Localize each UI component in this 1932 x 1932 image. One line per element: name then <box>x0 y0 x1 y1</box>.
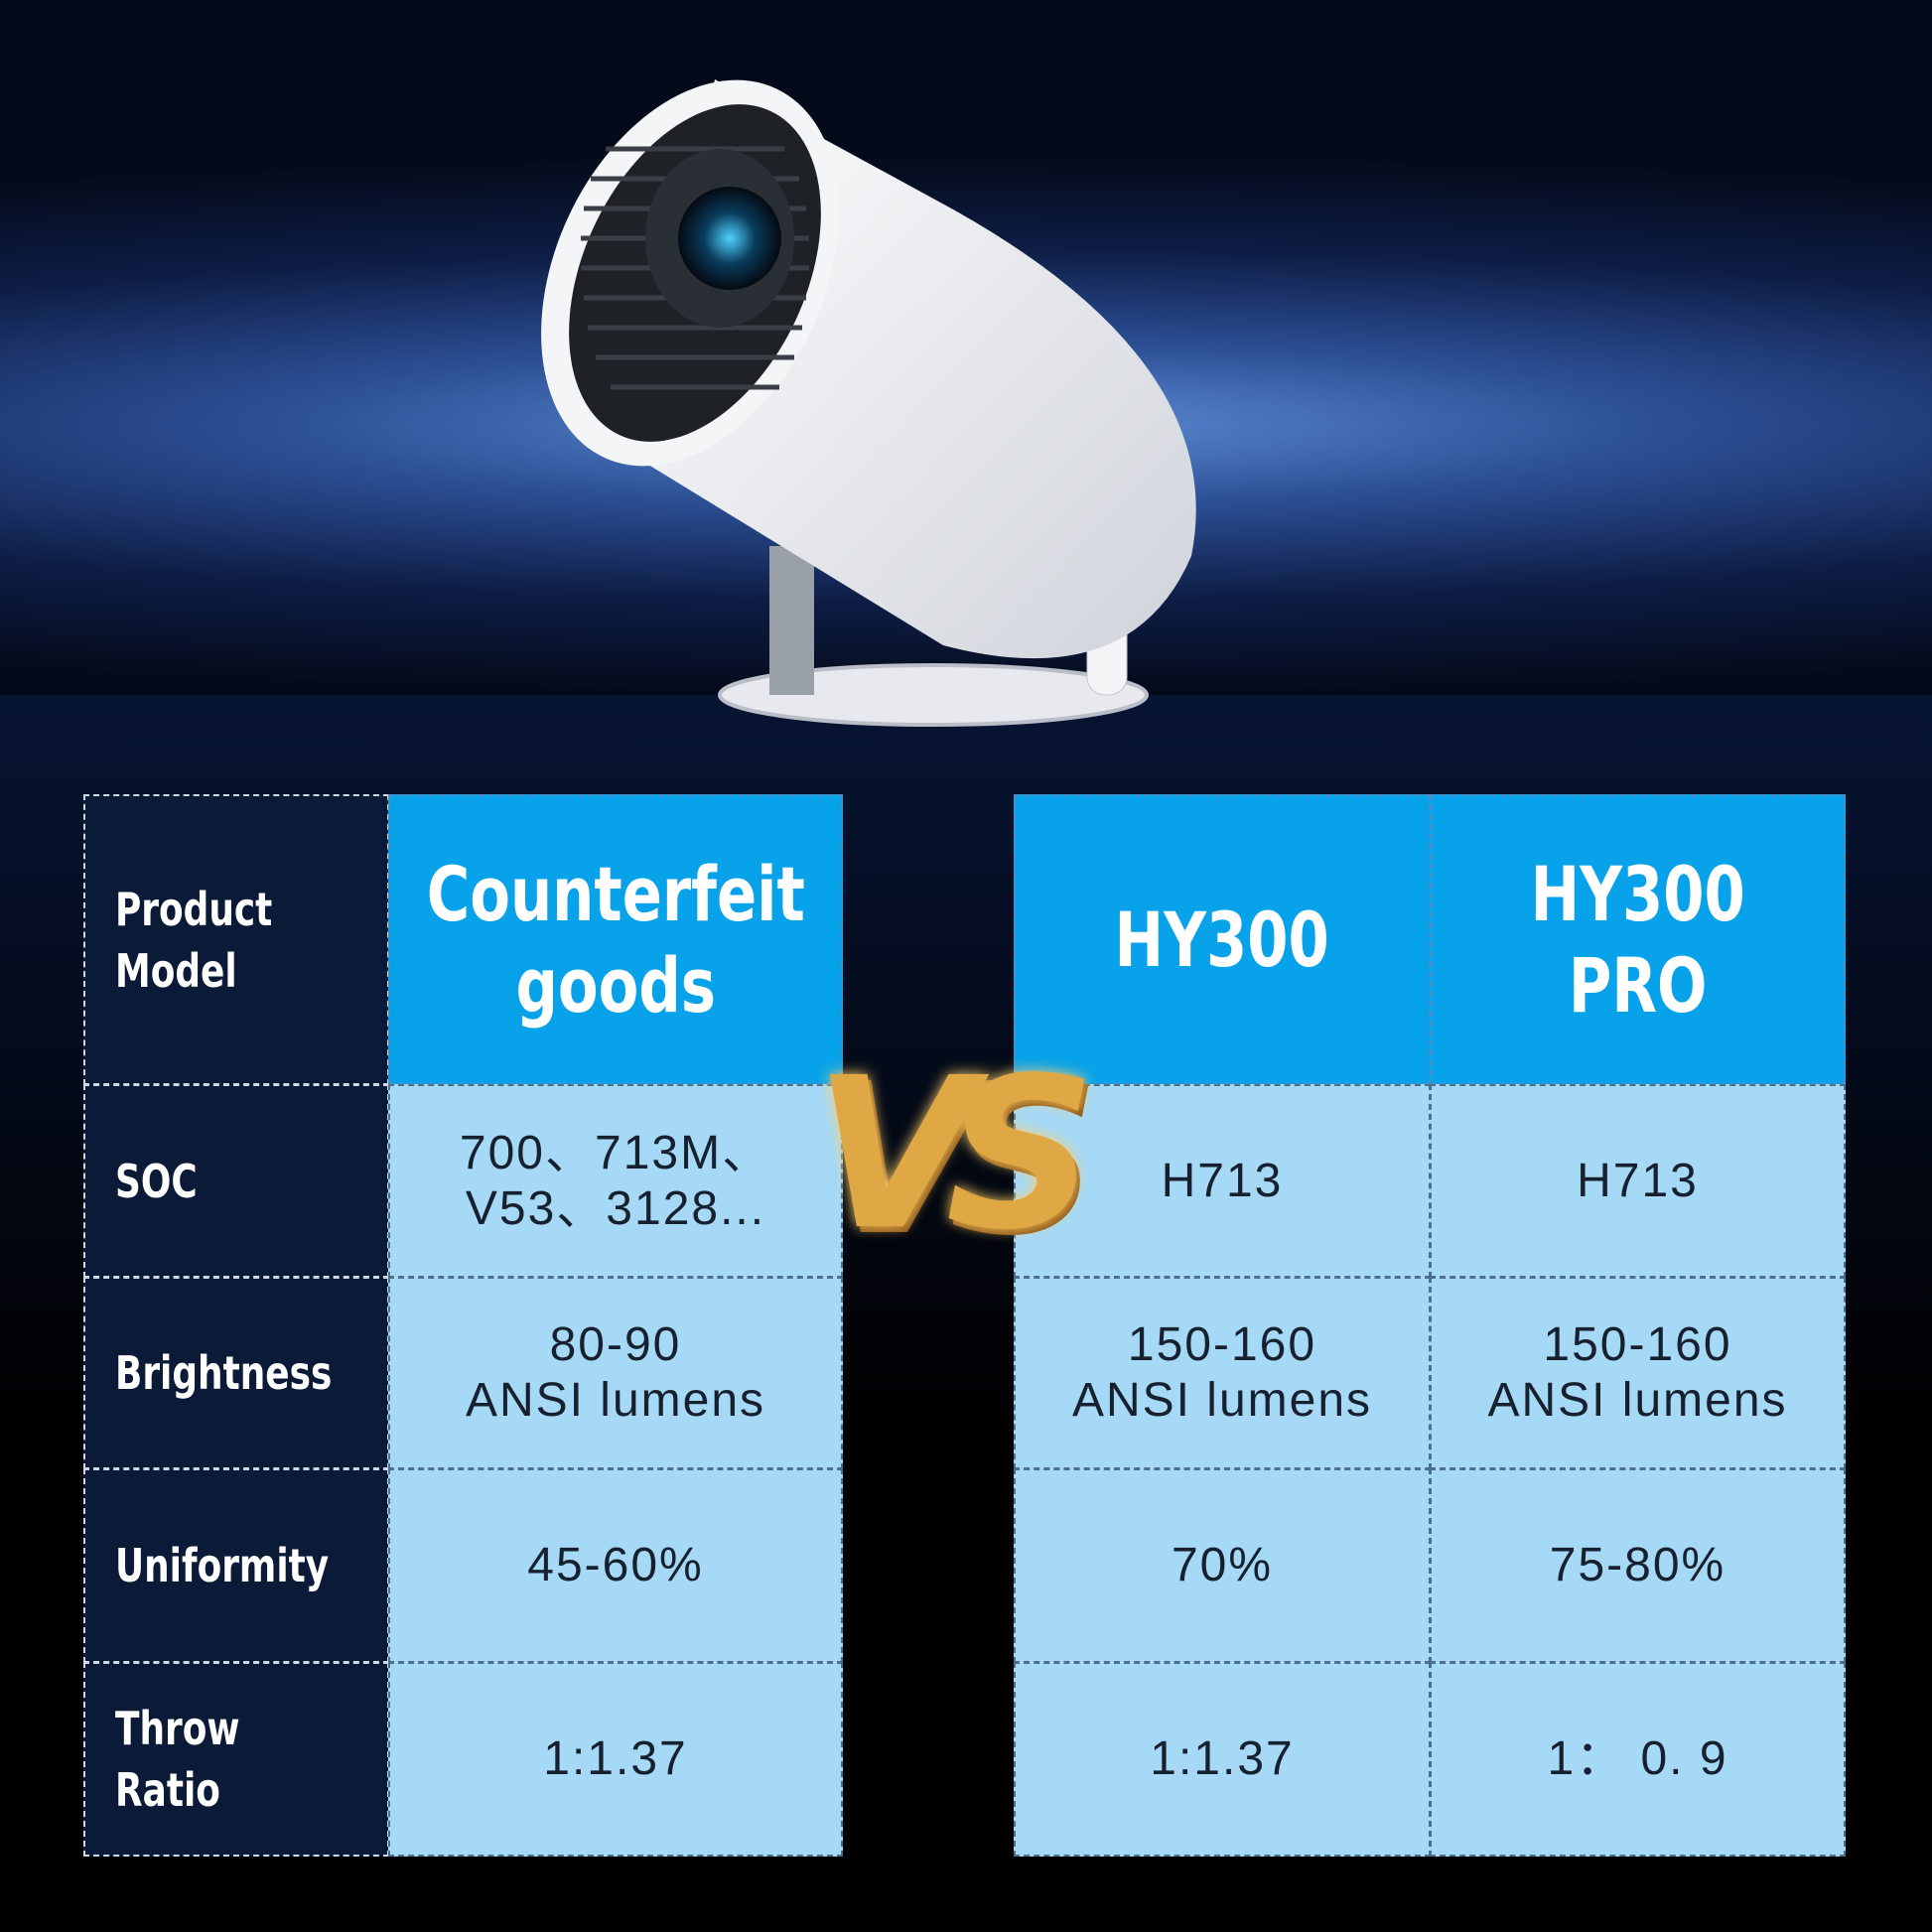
cell-hy300pro-throw-ratio: 1： 0. 9 <box>1430 1662 1846 1857</box>
header-hy300-pro: HY300 PRO <box>1430 794 1846 1085</box>
cell-hy300-brightness: 150-160 ANSI lumens <box>1014 1277 1431 1469</box>
cell-hy300-throw-ratio: 1:1.37 <box>1014 1662 1431 1857</box>
cell-hy300-soc: H713 <box>1014 1084 1431 1278</box>
row-label-throw-ratio: Throw Ratio <box>83 1662 389 1857</box>
projector-image <box>541 79 1196 727</box>
cell-hy300pro-brightness: 150-160 ANSI lumens <box>1430 1277 1846 1469</box>
row-label-soc: SOC <box>83 1084 389 1278</box>
row-label-brightness: Brightness <box>83 1277 389 1469</box>
cell-counterfeit-soc: 700、713M、 V53、3128... <box>388 1084 843 1278</box>
cell-hy300pro-uniformity: 75-80% <box>1430 1468 1846 1663</box>
header-counterfeit-goods: Counterfeit goods <box>388 794 843 1085</box>
cell-counterfeit-brightness: 80-90 ANSI lumens <box>388 1277 843 1469</box>
cell-hy300-uniformity: 70% <box>1014 1468 1431 1663</box>
header-hy300: HY300 <box>1014 794 1431 1085</box>
cell-counterfeit-throw-ratio: 1:1.37 <box>388 1662 843 1857</box>
row-label-uniformity: Uniformity <box>83 1468 389 1663</box>
row-label-product-model: Product Model <box>83 794 389 1085</box>
vs-badge: VS <box>814 1033 1096 1276</box>
cell-hy300pro-soc: H713 <box>1430 1084 1846 1278</box>
cell-counterfeit-uniformity: 45-60% <box>388 1468 843 1663</box>
